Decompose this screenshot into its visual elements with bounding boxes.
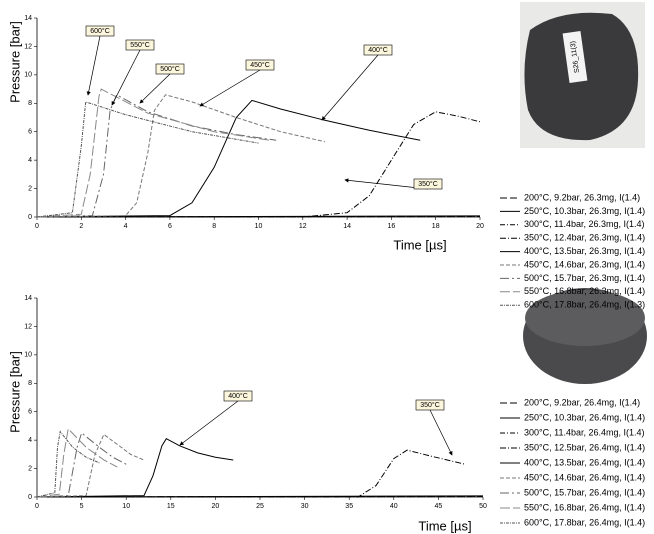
legend-label: 300°C, 11.4bar, 26.4mg, I(1.4) [524,427,645,437]
x-tick-label: 10 [255,223,263,230]
annotation-arrow [112,50,140,105]
legend-label: 600°C, 17.8bar, 26.4mg, I(1.4) [524,517,645,527]
annotation-arrow [88,36,100,95]
y-tick-label: 2 [28,185,32,192]
x-tick-label: 30 [301,503,309,510]
x-tick-label: 8 [212,223,216,230]
annotation-arrow [140,74,170,103]
y-tick-label: 14 [24,295,32,302]
legend-label: 550°C, 16.8bar, 26.3mg, I(1.4) [524,286,645,296]
legend-label: 550°C, 16.8bar, 26.4mg, I(1.4) [524,502,645,512]
legend-label: 500°C, 15.7bar, 26.4mg, I(1.4) [524,487,645,497]
annotation-label: 400°C [228,392,248,400]
legend-label: 250°C, 10.3bar, 26.3mg, I(1.4) [524,206,645,216]
legend-label: 250°C, 10.3bar, 26.4mg, I(1.4) [524,412,645,422]
x-tick-label: 0 [35,503,39,510]
legend-label: 200°C, 9.2bar, 26.3mg, I(1.4) [524,192,640,202]
x-tick-label: 5 [80,503,84,510]
x-tick-label: 12 [299,223,307,230]
y-tick-label: 8 [28,380,32,387]
series-line [37,450,465,497]
annotation-label: 400°C [368,46,388,54]
legend-label: 350°C, 12.4bar, 26.3mg, I(1.4) [524,233,645,243]
x-tick-label: 0 [35,223,39,230]
legend-label: 450°C, 14.6bar, 26.3mg, I(1.4) [524,259,645,269]
y-axis-label: Pressure [bar] [7,351,22,433]
x-tick-label: 4 [124,223,128,230]
x-tick-label: 20 [212,503,220,510]
x-tick-label: 15 [167,503,175,510]
x-tick-label: 2 [79,223,83,230]
y-tick-label: 12 [24,43,32,50]
x-tick-label: 40 [390,503,398,510]
x-tick-label: 14 [343,223,351,230]
y-tick-label: 10 [24,352,32,359]
x-tick-label: 18 [432,223,440,230]
y-tick-label: 4 [28,157,32,164]
annotation-label: 350°C [418,180,438,188]
series-line [37,102,259,217]
y-tick-label: 2 [28,465,32,472]
annotation-arrow [322,55,378,120]
foam-top [525,290,645,346]
x-tick-label: 20 [476,223,484,230]
series-line [37,429,117,497]
series-line [37,89,270,217]
annotation-label: 500°C [160,65,180,73]
annotation-arrow [180,401,238,445]
page: S26_11(3) 0246810121402468101214161820Ti… [0,0,654,534]
annotation-label: 350°C [420,401,440,409]
x-tick-label: 35 [345,503,353,510]
y-tick-label: 14 [24,15,32,22]
annotation-label: 600°C [90,27,110,35]
series-line [37,100,420,217]
y-tick-label: 6 [28,409,32,416]
x-tick-label: 25 [256,503,264,510]
legend-label: 600°C, 17.8bar, 26.4mg, I(1.3) [524,300,645,310]
x-axis-label: Time [µs] [418,518,471,533]
x-tick-label: 10 [122,503,130,510]
y-tick-label: 0 [28,494,32,501]
x-tick-label: 6 [168,223,172,230]
y-tick-label: 6 [28,129,32,136]
series-line [37,435,144,498]
x-tick-label: 50 [479,503,487,510]
legend-label: 400°C, 13.5bar, 26.4mg, I(1.4) [524,457,645,467]
legend-label: 500°C, 15.7bar, 26.3mg, I(1.4) [524,273,645,283]
legend-label: 400°C, 13.5bar, 26.3mg, I(1.4) [524,246,645,256]
y-tick-label: 8 [28,100,32,107]
annotation-label: 450°C [250,61,270,69]
legend-label: 300°C, 11.4bar, 26.3mg, I(1.4) [524,219,645,229]
x-tick-label: 45 [435,503,443,510]
y-axis-label: Pressure [bar] [7,21,22,103]
legend-label: 350°C, 12.5bar, 26.4mg, I(1.4) [524,442,645,452]
legend-label: 200°C, 9.2bar, 26.4mg, I(1.4) [524,397,640,407]
x-tick-label: 16 [388,223,396,230]
y-tick-label: 0 [28,214,32,221]
legend-label: 450°C, 14.6bar, 26.4mg, I(1.4) [524,472,645,482]
y-tick-label: 10 [24,72,32,79]
series-line [37,432,99,497]
series-line [37,439,233,497]
annotation-arrow [200,70,260,106]
annotation-arrow [430,410,452,455]
annotation-label: 550°C [130,41,150,49]
top-photo: S26_11(3) [520,2,645,148]
series-line [37,112,480,217]
y-tick-label: 4 [28,437,32,444]
x-axis-label: Time [µs] [393,237,446,252]
y-tick-label: 12 [24,323,32,330]
